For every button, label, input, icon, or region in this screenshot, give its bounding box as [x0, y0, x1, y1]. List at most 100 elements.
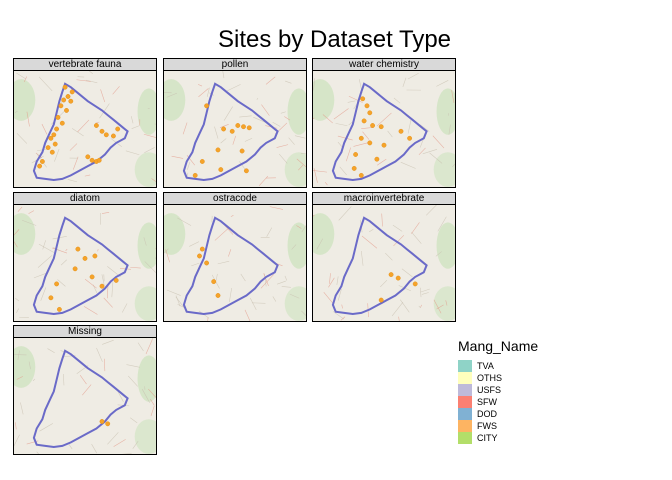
- site-point: [37, 163, 42, 169]
- site-point: [39, 159, 45, 164]
- road-line: [121, 303, 128, 313]
- site-point: [96, 157, 102, 163]
- road-line: [323, 291, 333, 303]
- road-line: [337, 288, 342, 301]
- road-line: [40, 287, 47, 301]
- road-line: [217, 260, 230, 265]
- road-line: [361, 235, 378, 249]
- legend-label: OTHS: [477, 373, 503, 383]
- road-line: [387, 130, 393, 138]
- site-point: [103, 132, 109, 138]
- road-line: [177, 217, 192, 226]
- site-point: [61, 97, 67, 103]
- terrain-patch: [134, 286, 156, 321]
- road-line: [301, 225, 306, 233]
- site-point: [229, 128, 235, 134]
- site-point: [49, 149, 55, 155]
- facet-panel: pollen: [163, 58, 307, 188]
- road-line: [380, 279, 388, 288]
- road-line: [422, 149, 438, 155]
- site-point: [358, 173, 364, 178]
- road-line: [285, 80, 292, 84]
- road-line: [36, 451, 40, 454]
- site-point: [82, 256, 88, 261]
- road-line: [385, 252, 393, 261]
- terrain-patch: [134, 419, 156, 454]
- site-point: [374, 156, 380, 162]
- road-line: [150, 398, 155, 406]
- road-line: [206, 87, 210, 97]
- road-line: [97, 249, 99, 252]
- site-point: [55, 115, 61, 120]
- road-line: [14, 229, 20, 236]
- site-point: [370, 123, 375, 128]
- road-line: [96, 347, 103, 362]
- road-line: [291, 244, 297, 250]
- road-line: [436, 304, 444, 310]
- road-line: [393, 97, 401, 104]
- site-point: [353, 152, 358, 157]
- site-point: [192, 173, 198, 178]
- road-line: [289, 293, 300, 299]
- facet-strip-label: ostracode: [163, 192, 307, 205]
- road-line: [15, 422, 17, 430]
- facet-strip-label: macroinvertebrate: [312, 192, 456, 205]
- road-line: [333, 108, 349, 120]
- basemap-svg: [14, 338, 156, 454]
- terrain-patch: [137, 88, 156, 135]
- site-point: [215, 293, 221, 298]
- site-point: [111, 133, 116, 139]
- road-line: [130, 417, 138, 424]
- road-line: [421, 292, 429, 295]
- road-line: [214, 126, 219, 139]
- road-line: [448, 124, 451, 135]
- terrain-patch: [433, 152, 455, 187]
- terrain-patch: [164, 79, 186, 121]
- road-line: [398, 316, 400, 321]
- road-line: [16, 376, 23, 380]
- road-line: [71, 128, 84, 137]
- road-line: [60, 350, 65, 352]
- basemap-svg: [313, 72, 455, 187]
- site-point: [45, 145, 51, 151]
- legend-key-swatch: [458, 408, 472, 420]
- road-line: [232, 135, 237, 145]
- site-point: [398, 128, 404, 134]
- site-point: [64, 108, 69, 113]
- road-line: [296, 225, 302, 229]
- site-point: [199, 159, 205, 164]
- road-line: [141, 388, 150, 403]
- site-point: [54, 281, 59, 287]
- road-line: [223, 106, 233, 121]
- road-line: [186, 172, 189, 177]
- site-point: [235, 123, 241, 128]
- site-point: [218, 167, 224, 173]
- facet-strip-label: pollen: [163, 58, 307, 71]
- site-point: [69, 89, 75, 95]
- road-line: [14, 110, 18, 113]
- road-line: [79, 375, 87, 385]
- road-line: [171, 155, 184, 159]
- road-line: [436, 80, 449, 87]
- terrain-patch: [436, 222, 455, 269]
- site-point: [197, 253, 202, 259]
- road-line: [17, 350, 20, 361]
- terrain-patch: [436, 88, 455, 135]
- road-line: [151, 178, 156, 182]
- road-line: [187, 161, 191, 170]
- road-line: [47, 348, 55, 354]
- site-point: [378, 124, 384, 130]
- legend-key-swatch: [458, 360, 472, 372]
- site-point: [241, 124, 246, 130]
- road-line: [420, 304, 422, 308]
- road-line: [426, 205, 437, 216]
- road-line: [26, 111, 30, 127]
- road-line: [337, 135, 353, 141]
- road-line: [103, 358, 106, 372]
- road-line: [407, 119, 412, 134]
- facet-strip-label: vertebrate fauna: [13, 58, 157, 71]
- road-line: [39, 423, 54, 432]
- road-line: [452, 163, 455, 168]
- site-point: [99, 419, 105, 424]
- road-line: [144, 261, 156, 273]
